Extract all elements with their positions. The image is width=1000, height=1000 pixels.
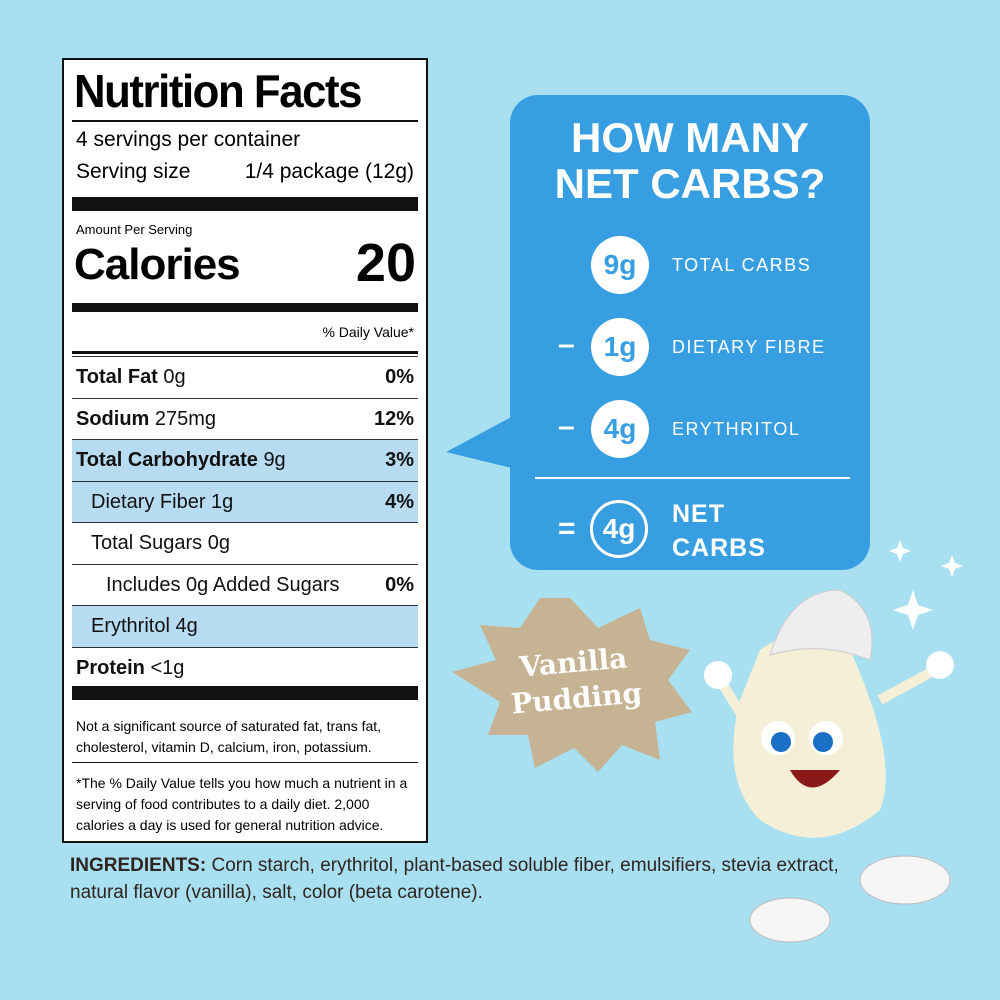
nutrient: Total Fat 0g [76,357,186,398]
daily-value: 3% [385,449,414,471]
speech-tail [446,415,520,470]
operator: – [558,328,575,361]
nutrient-name: Includes 0g Added Sugars [106,573,340,596]
nutrient-row: Sodium 275mg 12% [72,397,418,440]
ingredients: INGREDIENTS: Corn starch, erythritol, pl… [70,852,880,906]
carb-value: 1g [591,318,649,376]
nutrient-amount: <1g [150,656,185,679]
nutrient-amount: 0g [207,532,230,554]
servings: 4 servings per container [76,128,301,151]
nutrient: Erythritol 4g [91,606,198,647]
nutrient: Total Carbohydrate 9g [76,440,286,481]
panel-title: HOW MANY NET CARBS? [510,115,870,207]
nutrient-amount: 0g [163,366,186,388]
nutrient-name: Erythritol [91,615,170,637]
rule [72,303,418,312]
nutrient-amount: 4g [175,615,198,637]
title-line: NET CARBS? [554,160,826,207]
nutrient-amount: 9g [263,449,286,471]
rule [72,351,418,354]
badge-burst [452,598,692,772]
net-carbs-panel: HOW MANY NET CARBS? 9g TOTAL CARBS –1g DIETA… [510,95,870,570]
result-value: 4g [590,500,648,558]
result-op: = [558,512,576,545]
nutrient-name: Protein [76,656,145,679]
daily-value: 12% [373,407,414,430]
label-title: Nutrition Facts [74,65,362,117]
nutrient-row: Total Fat 0g 0% [72,356,418,398]
calories-label: Calories [74,240,241,289]
nutrient-name: Sodium [76,407,150,430]
nutrient-name: Dietary Fiber [91,490,206,513]
daily-value: 0% [385,573,414,596]
carb-label: DIETARY FIBRE [672,337,826,357]
serving-size-label: Serving size [76,160,191,183]
nutrient: Total Sugars 0g [91,523,230,564]
result-label: NET CARBS [672,497,766,565]
nutrient: Sodium 275mg [76,399,216,440]
rule [72,762,418,763]
daily-value: 4% [385,490,414,513]
rule [72,197,418,211]
separator [535,477,850,479]
nutrient: Dietary Fiber 1g [91,482,233,523]
nutrient-name: Total Fat [76,366,158,388]
result-line: NET [672,500,725,528]
daily-value: 0% [385,366,414,388]
footnote: *The % Daily Value tells you how much a … [76,775,408,833]
badge: Vanilla Pudding [497,639,653,724]
carb-value: 9g [591,236,649,294]
nutrient-row: Total Carbohydrate 9g 3% [72,439,418,481]
amount-per-serving: Amount Per Serving [76,222,193,237]
nutrient-row: Total Sugars 0g [72,522,418,564]
carb-value: 4g [591,400,649,458]
nutrient-row: Includes 0g Added Sugars 0% [72,563,418,606]
carb-label: ERYTHRITOL [672,419,801,439]
mascot [704,540,963,943]
ingredients-text: Corn starch, erythritol, plant-based sol… [70,855,839,903]
calories: 20 [355,233,416,293]
nutrient: Includes 0g Added Sugars [106,565,340,606]
footnote: Not a significant source of saturated fa… [76,718,382,755]
operator: – [558,410,575,443]
nutrient-row: Dietary Fiber 1g 4% [72,480,418,523]
rule [72,686,418,700]
nutrient-amount: 1g [211,490,234,513]
result-line: CARBS [672,534,766,562]
carb-label: TOTAL CARBS [672,255,812,275]
daily-value-header: % Daily Value* [322,324,414,340]
title-line: HOW MANY [571,114,809,161]
nutrient-name: Total Sugars [91,532,203,554]
nutrient-name: Total Carbohydrate [76,449,258,471]
serving-size: 1/4 package (12g) [244,160,414,183]
rule [72,120,418,122]
ingredients-label: INGREDIENTS: [70,855,207,876]
nutrient: Protein <1g [76,648,184,689]
nutrient-row: Protein <1g [72,646,418,689]
nutrient-amount: 275mg [154,407,217,430]
nutrient-row: Erythritol 4g [72,605,418,647]
nutrition-label: Nutrition Facts 4 servings per container… [62,58,428,843]
